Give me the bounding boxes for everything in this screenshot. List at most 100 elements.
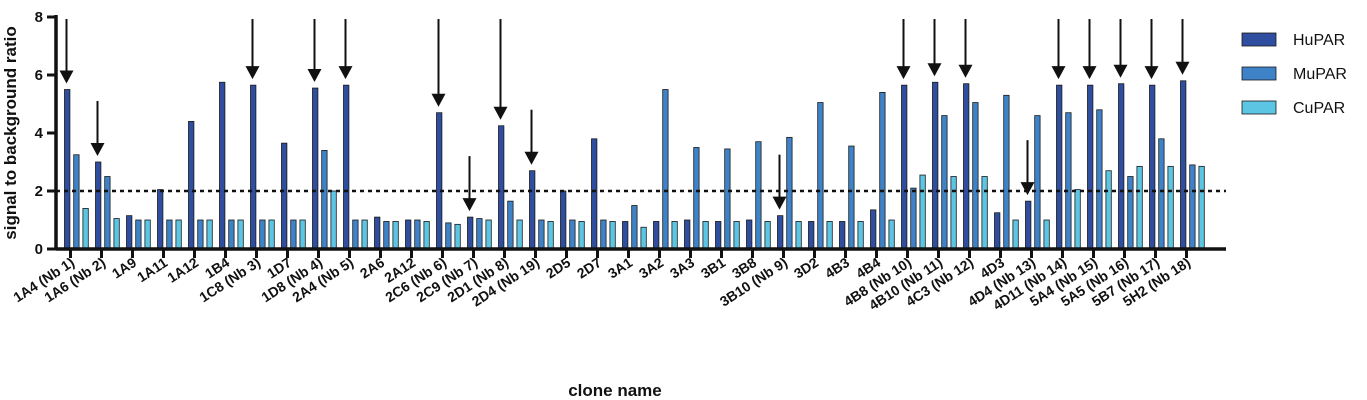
selection-arrow [493,19,508,120]
selection-arrow [1113,19,1128,78]
selection-arrow [90,101,105,156]
bar-cupar [1167,165,1174,250]
bar-cupar [330,190,337,250]
bar-mupar [786,136,793,250]
x-category-label: 2A6 [357,254,387,282]
bar-hupar [684,219,691,250]
arrows-layer [59,19,1190,212]
bar-cupar [857,221,864,250]
bar-mupar [1127,176,1134,250]
bar-hupar [188,121,195,250]
selection-arrow [1051,19,1066,80]
x-category-label: 3D2 [791,254,821,282]
x-category-label: 2D7 [574,254,604,282]
bar-hupar [312,87,319,250]
bar-hupar [963,83,970,250]
bar-hupar [250,84,257,250]
selection-arrow [896,19,911,80]
bar-cupar [950,176,957,250]
selection-arrow [524,109,539,165]
bar-cupar [1043,219,1050,250]
y-tick-label: 8 [35,9,43,26]
bar-mupar [1096,109,1103,250]
bar-hupar [808,221,815,250]
bar-hupar [1149,84,1156,250]
bar-hupar [219,81,226,250]
selection-arrow [307,19,322,83]
bar-cupar [206,219,213,250]
bar-mupar [321,149,328,250]
bar-cupar [392,221,399,250]
bar-mupar [228,219,235,250]
bar-hupar [436,112,443,250]
bar-hupar [281,142,288,250]
x-axis-title: clone name [568,381,662,400]
bar-hupar [1087,84,1094,250]
bar-cupar [1012,219,1019,250]
bar-mupar [414,219,421,250]
selection-arrow [462,156,477,212]
bar-cupar [795,221,802,250]
legend-swatch-mupar [1241,66,1277,81]
bar-hupar [715,221,722,250]
selection-arrow [431,19,446,107]
bar-hupar [64,89,71,250]
x-category-label: 3A3 [667,254,697,282]
selection-arrow [958,19,973,78]
bar-hupar [405,219,412,250]
bar-mupar [1158,138,1165,250]
bar-hupar [529,170,536,250]
bar-cupar [826,221,833,250]
bar-cupar [981,176,988,250]
selection-arrow [59,19,74,84]
bar-cupar [175,219,182,250]
legend-label-hupar: HuPAR [1293,32,1345,49]
bar-mupar [724,148,731,250]
bar-mupar [879,92,886,250]
legend: HuPAR MuPAR CuPAR [1241,32,1347,117]
y-tick-label: 2 [35,183,43,200]
selection-arrow [772,154,787,210]
bar-mupar [972,102,979,250]
legend-swatch-cupar [1241,100,1277,115]
bar-cupar [423,221,430,250]
x-category-label: 3A1 [605,254,635,282]
selection-arrow [1175,19,1190,75]
bar-hupar [901,84,908,250]
bar-mupar [1034,115,1041,250]
bar-mupar [600,219,607,250]
bar-mupar [73,154,80,250]
bar-mupar [693,147,700,250]
bar-mupar [631,205,638,250]
bar-cupar [144,219,151,250]
bar-cupar [1198,165,1205,250]
bar-cupar [1136,165,1143,250]
bar-cupar [1105,170,1112,250]
bar-mupar [352,219,359,250]
bar-hupar [560,190,567,250]
bar-hupar [467,216,474,250]
bar-mupar [445,222,452,250]
bar-cupar [237,219,244,250]
legend-label-cupar: CuPAR [1293,100,1345,117]
bar-cupar [578,221,585,250]
selection-arrow [1020,140,1035,196]
x-category-label: 2D5 [543,254,573,282]
bar-cupar [609,221,616,250]
bar-hupar [777,215,784,250]
bar-mupar [848,145,855,250]
y-tick-label: 4 [35,125,44,142]
bar-hupar [374,216,381,250]
bar-cupar [547,221,554,250]
bar-hupar [1056,84,1063,250]
bar-mupar [104,176,111,250]
bar-mupar [662,89,669,250]
bar-hupar [1025,200,1032,250]
bar-cupar [82,207,89,250]
selection-arrow [927,19,942,77]
bar-hupar [343,84,350,250]
bar-cupar [671,221,678,250]
bar-hupar [870,209,877,250]
bar-mupar [259,219,266,250]
y-tick-label: 6 [35,67,43,84]
